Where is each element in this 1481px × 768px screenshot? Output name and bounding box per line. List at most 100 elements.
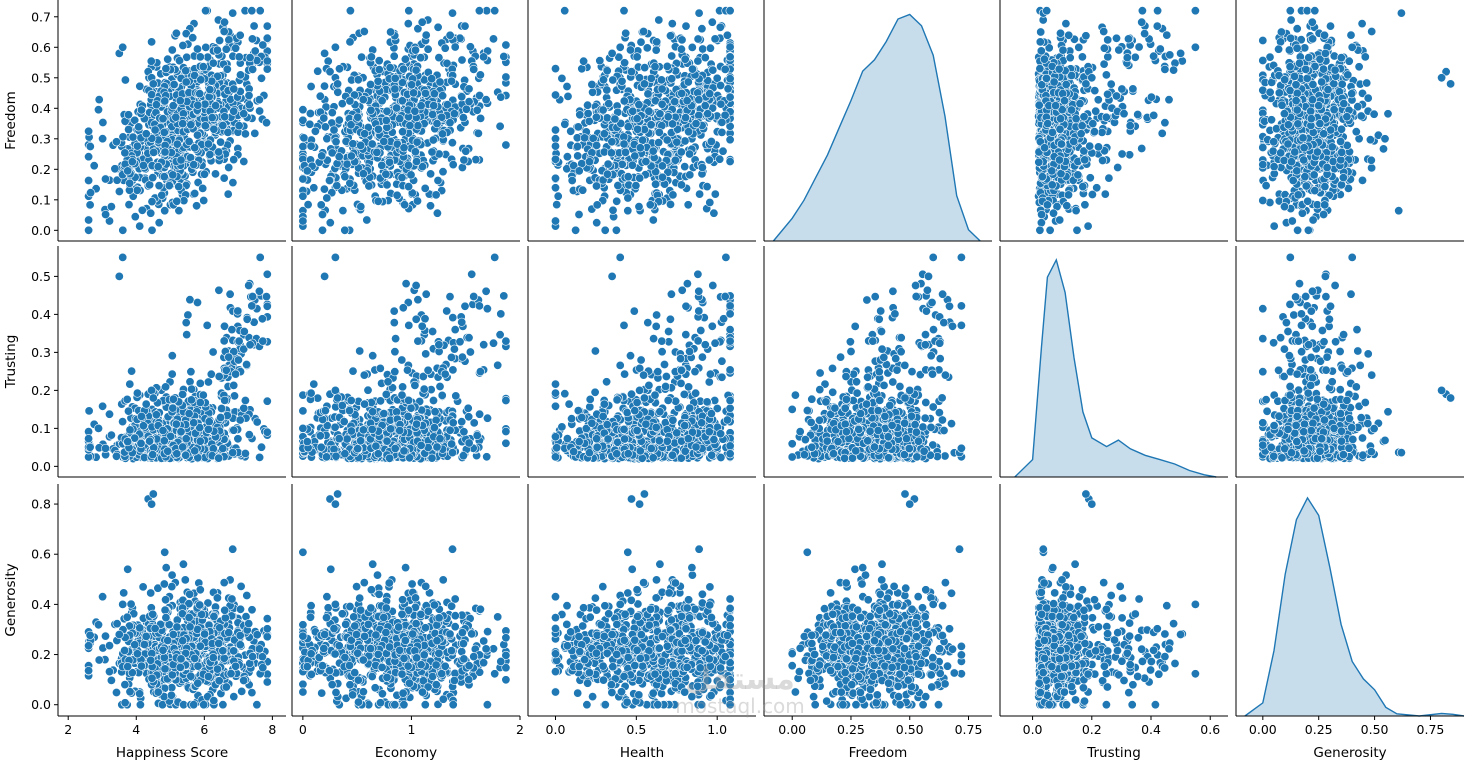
scatter-point <box>407 81 415 89</box>
scatter-point <box>681 55 689 63</box>
scatter-point <box>695 9 703 17</box>
scatter-point <box>101 210 109 218</box>
scatter-point <box>158 191 166 199</box>
scatter-point <box>105 410 113 418</box>
scatter-point <box>1321 201 1329 209</box>
scatter-point <box>177 156 185 164</box>
scatter-point <box>248 302 256 310</box>
scatter-point <box>115 272 123 280</box>
scatter-point <box>1328 143 1336 151</box>
scatter-point <box>129 133 137 141</box>
scatter-point <box>497 93 505 101</box>
scatter-point <box>446 31 454 39</box>
scatter-point <box>360 130 368 138</box>
scatter-point <box>1048 181 1056 189</box>
scatter-point <box>229 448 237 456</box>
scatter-point <box>551 155 559 163</box>
scatter-point <box>593 201 601 209</box>
scatter-point <box>724 85 732 93</box>
scatter-point <box>1288 217 1296 225</box>
scatter-point <box>222 45 230 53</box>
scatter-point <box>263 270 271 278</box>
scatter-point <box>1090 128 1098 136</box>
scatter-point <box>193 298 201 306</box>
scatter-point <box>1147 93 1155 101</box>
scatter-point <box>1321 182 1329 190</box>
scatter-point <box>612 226 620 234</box>
scatter-point <box>669 191 677 199</box>
scatter-point <box>470 65 478 73</box>
scatter-point <box>500 52 508 60</box>
scatter-point <box>448 139 456 147</box>
scatter-point <box>1129 85 1137 93</box>
scatter-point <box>127 367 135 375</box>
scatter-point <box>647 74 655 82</box>
scatter-point <box>421 184 429 192</box>
scatter-point <box>94 424 102 432</box>
scatter-point <box>458 56 466 64</box>
scatter-point <box>196 379 204 387</box>
scatter-point <box>462 147 470 155</box>
scatter-point <box>193 131 201 139</box>
scatter-point <box>1104 53 1112 61</box>
scatter-point <box>386 63 394 71</box>
scatter-point <box>1067 106 1075 114</box>
scatter-point <box>1150 111 1158 119</box>
scatter-point <box>400 201 408 209</box>
scatter-point <box>399 65 407 73</box>
scatter-point <box>411 46 419 54</box>
scatter-point <box>359 170 367 178</box>
scatter-point <box>1078 53 1086 61</box>
scatter-point <box>1079 182 1087 190</box>
scatter-point <box>1089 119 1097 127</box>
scatter-point <box>609 206 617 214</box>
scatter-point <box>1293 226 1301 234</box>
scatter-point <box>435 53 443 61</box>
scatter-point <box>98 135 106 143</box>
scatter-point <box>1287 158 1295 166</box>
scatter-point <box>306 109 314 117</box>
scatter-point <box>160 437 168 445</box>
scatter-point <box>666 32 674 40</box>
scatter-point <box>688 43 696 51</box>
scatter-point <box>678 89 686 97</box>
scatter-point <box>551 174 559 182</box>
scatter-point <box>684 201 692 209</box>
scatter-point <box>222 366 230 374</box>
scatter-point <box>187 121 195 129</box>
scatter-point <box>726 157 734 165</box>
scatter-point <box>726 93 734 101</box>
scatter-point <box>716 23 724 31</box>
scatter-point <box>219 444 227 452</box>
scatter-point <box>620 140 628 148</box>
scatter-point <box>84 176 92 184</box>
scatter-point <box>633 115 641 123</box>
scatter-point <box>1037 219 1045 227</box>
scatter-point <box>1050 78 1058 86</box>
scatter-point <box>229 178 237 186</box>
scatter-point <box>1259 36 1267 44</box>
scatter-point <box>726 53 734 61</box>
scatter-point <box>263 397 271 405</box>
scatter-point <box>462 105 470 113</box>
scatter-point <box>1169 66 1177 74</box>
scatter-point <box>1262 181 1270 189</box>
scatter-point <box>199 184 207 192</box>
scatter-point <box>398 128 406 136</box>
scatter-point <box>155 219 163 227</box>
scatter-point <box>1293 44 1301 52</box>
scatter-point <box>458 163 466 171</box>
scatter-point <box>400 144 408 152</box>
scatter-point <box>1166 51 1174 59</box>
scatter-point <box>704 110 712 118</box>
scatter-point <box>1112 92 1120 100</box>
scatter-point <box>1379 145 1387 153</box>
scatter-point <box>374 197 382 205</box>
scatter-point <box>1165 96 1173 104</box>
panel-freedom-vs-generosity <box>1236 0 1464 241</box>
scatter-point <box>407 171 415 179</box>
scatter-point <box>263 57 271 65</box>
scatter-point <box>215 286 223 294</box>
ytick-label: 0.2 <box>31 162 51 177</box>
scatter-point <box>225 163 233 171</box>
